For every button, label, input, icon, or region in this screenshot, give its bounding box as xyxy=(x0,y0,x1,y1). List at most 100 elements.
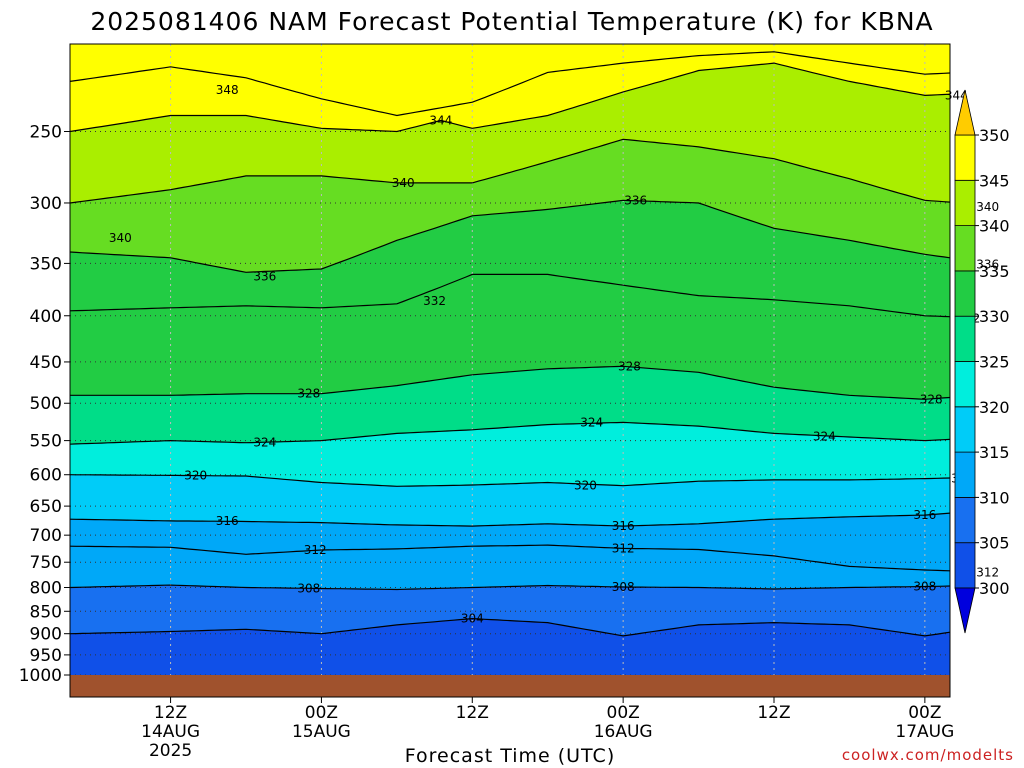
contour-label: 308 xyxy=(612,580,635,594)
x-tick-label: 12Z xyxy=(456,703,489,723)
y-tick-label: 400 xyxy=(30,307,62,327)
contour-label: 312 xyxy=(304,543,327,557)
y-tick-label: 650 xyxy=(30,497,62,517)
contour-label: 312 xyxy=(612,541,635,555)
colorbar-label: 340 xyxy=(979,217,1010,236)
x-tick-date-label: 14AUG xyxy=(141,722,200,742)
colorbar-swatch xyxy=(954,406,976,453)
theta-band xyxy=(70,139,950,273)
contour-label: 328 xyxy=(297,387,320,401)
y-tick-label: 300 xyxy=(30,194,62,214)
y-tick-label: 900 xyxy=(30,625,62,645)
contour-label: 324 xyxy=(580,415,603,429)
contour-label: 332 xyxy=(423,294,446,308)
colorbar-swatch xyxy=(954,134,976,181)
y-tick-label: 450 xyxy=(30,353,62,373)
ground-surface xyxy=(70,675,950,697)
y-axis: 250 300 350 400 450 500 550 600 650 700 750 800 850 9… xyxy=(19,122,70,686)
y-tick-label: 350 xyxy=(30,254,62,274)
colorbar-extend-bottom xyxy=(954,587,976,634)
isentrope-324 xyxy=(70,421,950,445)
y-tick-label: 800 xyxy=(30,579,62,599)
source-credit: coolwx.com/modelts xyxy=(842,746,1014,764)
colorbar-label: 350 xyxy=(979,126,1010,145)
x-tick-year-label: 2025 xyxy=(149,741,192,761)
theta-band xyxy=(70,474,950,527)
contour-label: 336 xyxy=(624,193,647,207)
contour-label: 340 xyxy=(976,200,999,214)
y-tick-label: 850 xyxy=(30,602,62,622)
colorbar-swatch xyxy=(954,451,976,498)
isentrope-348 xyxy=(70,51,950,117)
colorbar-label: 315 xyxy=(979,443,1010,462)
contour-label: 312 xyxy=(976,566,999,580)
y-tick-label: 700 xyxy=(30,526,62,546)
theta-band xyxy=(70,585,950,636)
contour-label: 324 xyxy=(813,429,836,443)
y-tick-label: 950 xyxy=(30,646,62,666)
x-tick-label: 00Z xyxy=(908,703,941,723)
contour-label: 316 xyxy=(913,508,936,522)
contour-label: 336 xyxy=(253,270,276,284)
colorbar: 300 305 310 315 320 325 330 335 340 345 350 xyxy=(954,89,1010,634)
colorbar-label: 335 xyxy=(979,262,1010,281)
theta-band xyxy=(70,545,950,590)
chart-title: 2025081406 NAM Forecast Potential Temper… xyxy=(90,7,933,36)
contour-label: 308 xyxy=(913,580,936,594)
contour-label: 316 xyxy=(216,514,239,528)
theta-band xyxy=(70,274,950,400)
isentrope-312 xyxy=(70,544,950,572)
x-tick-label: 00Z xyxy=(607,703,640,723)
theta-band xyxy=(70,200,950,317)
contour-label: 344 xyxy=(945,88,968,102)
theta-band xyxy=(70,366,950,445)
x-tick-date-label: 15AUG xyxy=(292,722,351,742)
contour-label: 316 xyxy=(612,519,635,533)
colorbar-swatch xyxy=(954,361,976,408)
isentrope-316 xyxy=(70,512,950,527)
colorbar-swatch xyxy=(954,542,976,589)
contour-label: 324 xyxy=(253,436,276,450)
x-tick-date-label: 16AUG xyxy=(594,722,653,742)
isentrope-332 xyxy=(70,273,950,318)
colorbar-swatch xyxy=(954,179,976,227)
colorbar-label: 300 xyxy=(979,579,1010,598)
colorbar-label: 305 xyxy=(979,534,1010,553)
colorbar-label: 310 xyxy=(979,488,1010,507)
y-tick-label: 600 xyxy=(30,466,62,486)
contour-label: 308 xyxy=(297,581,320,595)
theta-band xyxy=(70,513,950,571)
theta-band xyxy=(70,44,950,116)
isentrope-308 xyxy=(70,584,950,591)
plot-border xyxy=(69,43,951,698)
contour-label: 336 xyxy=(976,258,999,272)
y-tick-label: 250 xyxy=(30,122,62,142)
contour-label: 320 xyxy=(184,468,207,482)
isentrope-304 xyxy=(70,617,950,637)
contour-label: 348 xyxy=(216,83,239,97)
theta-band xyxy=(70,618,950,675)
colorbar-swatch xyxy=(954,496,976,544)
colorbar-swatch xyxy=(954,315,976,362)
x-tick-label: 12Z xyxy=(757,703,790,723)
contour-label: 320 xyxy=(574,479,597,493)
plot-area: 3483443443403403403363363363323323283283… xyxy=(69,43,999,698)
contour-label: 344 xyxy=(429,113,452,127)
y-tick-label: 500 xyxy=(30,394,62,414)
colorbar-extend-top xyxy=(954,89,976,136)
theta-band xyxy=(70,51,950,132)
contour-label: 328 xyxy=(618,359,641,373)
contour-label: 328 xyxy=(920,392,943,406)
x-tick-date-label: 17AUG xyxy=(895,722,954,742)
colorbar-label: 330 xyxy=(979,307,1010,326)
contour-label: 304 xyxy=(461,612,484,626)
theta-band xyxy=(70,422,950,487)
y-tick-label: 1000 xyxy=(19,666,62,686)
contour-label: 340 xyxy=(392,176,415,190)
isentrope-336 xyxy=(70,199,950,273)
isentrope-344 xyxy=(70,62,950,133)
colorbar-label: 325 xyxy=(979,353,1010,372)
x-tick-label: 12Z xyxy=(154,703,187,723)
